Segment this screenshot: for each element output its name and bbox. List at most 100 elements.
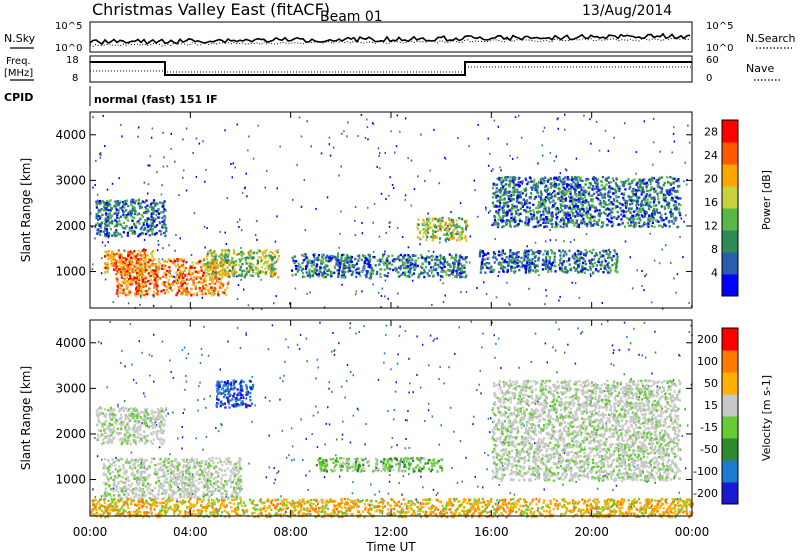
power-echo-cell bbox=[627, 195, 630, 198]
power-echo-cell bbox=[598, 209, 601, 212]
power-speckle bbox=[541, 154, 544, 157]
power-echo-cell bbox=[495, 196, 498, 199]
power-echo-cell bbox=[310, 265, 313, 268]
velocity-speckle bbox=[419, 386, 422, 389]
velocity-speckle bbox=[615, 484, 618, 487]
power-echo-cell bbox=[447, 269, 451, 272]
power-echo-cell bbox=[122, 213, 125, 217]
velocity-speckle bbox=[109, 321, 111, 323]
power-echo-cell bbox=[671, 212, 674, 215]
power-echo-cell bbox=[581, 268, 584, 271]
power-echo-cell bbox=[545, 217, 548, 221]
power-echo-cell bbox=[632, 221, 635, 224]
power-echo-cell bbox=[560, 191, 564, 194]
power-echo-cell bbox=[365, 257, 368, 260]
velocity-speckle bbox=[563, 452, 566, 454]
power-echo-cell bbox=[556, 223, 560, 226]
power-echo-cell bbox=[588, 206, 592, 210]
power-echo-cell bbox=[548, 261, 551, 265]
power-echo-cell bbox=[551, 213, 554, 217]
power-echo-cell bbox=[105, 233, 108, 236]
power-speckle bbox=[370, 277, 372, 280]
power-echo-cell bbox=[134, 268, 137, 272]
power-echo-cell bbox=[533, 256, 537, 259]
power-echo-cell bbox=[539, 205, 542, 209]
power-echo-cell bbox=[572, 214, 575, 217]
power-echo-cell bbox=[163, 221, 166, 224]
power-echo-cell bbox=[117, 211, 120, 215]
power-echo-cell bbox=[122, 292, 125, 295]
velocity-speckle bbox=[183, 346, 186, 349]
power-echo-cell bbox=[223, 254, 226, 257]
power-speckle bbox=[645, 273, 648, 276]
power-echo-cell bbox=[529, 195, 532, 199]
power-echo-cell bbox=[607, 271, 610, 274]
power-echo-cell bbox=[500, 265, 504, 268]
power-echo-cell bbox=[231, 265, 234, 268]
power-echo-cell bbox=[372, 255, 375, 259]
power-echo-cell bbox=[527, 210, 530, 214]
velocity-speckle bbox=[387, 410, 389, 413]
power-echo-cell bbox=[660, 191, 663, 195]
power-echo-cell bbox=[152, 210, 155, 213]
power-speckle bbox=[499, 166, 501, 169]
power-echo-cell bbox=[336, 254, 340, 257]
power-echo-cell bbox=[610, 214, 613, 218]
power-echo-cell bbox=[577, 249, 580, 253]
power-echo-cell bbox=[539, 218, 542, 221]
power-echo-cell bbox=[149, 227, 152, 231]
power-echo-cell bbox=[125, 202, 128, 205]
power-echo-cell bbox=[571, 221, 574, 224]
power-echo-cell bbox=[531, 258, 534, 261]
power-echo-cell bbox=[128, 229, 131, 232]
power-echo-cell bbox=[265, 249, 268, 252]
power-echo-cell bbox=[642, 182, 645, 185]
velocity-speckle bbox=[155, 424, 158, 427]
power-echo-cell bbox=[156, 281, 159, 284]
power-echo-cell bbox=[559, 261, 562, 265]
power-echo-cell bbox=[439, 227, 442, 230]
power-echo-cell bbox=[501, 194, 504, 197]
power-echo-cell bbox=[565, 253, 568, 256]
power-echo-cell bbox=[110, 257, 113, 260]
power-echo-cell bbox=[537, 195, 540, 198]
power-echo-cell bbox=[161, 267, 164, 270]
power-echo-cell bbox=[539, 215, 542, 219]
power-echo-cell bbox=[271, 265, 274, 268]
power-echo-cell bbox=[567, 188, 570, 191]
velocity-speckle bbox=[319, 321, 321, 324]
velocity-speckle bbox=[427, 409, 430, 412]
power-echo-cell bbox=[134, 258, 137, 261]
power-echo-cell bbox=[491, 268, 494, 271]
power-echo-cell bbox=[594, 210, 597, 213]
velocity-speckle bbox=[370, 483, 372, 486]
power-echo-cell bbox=[108, 224, 111, 227]
power-speckle bbox=[407, 157, 409, 160]
power-echo-cell bbox=[305, 271, 308, 274]
power-speckle bbox=[338, 174, 340, 177]
power-echo-cell bbox=[344, 271, 347, 274]
power-echo-cell bbox=[432, 229, 435, 232]
power-echo-cell bbox=[617, 223, 621, 226]
velocity-speckle bbox=[305, 337, 308, 340]
velocity-speckle bbox=[486, 468, 488, 471]
velocity-speckle bbox=[400, 503, 403, 505]
velocity-speckle bbox=[268, 434, 270, 437]
power-echo-cell bbox=[524, 187, 527, 190]
power-echo-cell bbox=[138, 268, 142, 271]
power-echo-cell bbox=[524, 221, 527, 225]
power-speckle bbox=[232, 162, 234, 165]
power-speckle bbox=[494, 253, 496, 255]
power-echo-cell bbox=[452, 266, 455, 269]
power-echo-cell bbox=[397, 256, 400, 260]
power-speckle bbox=[495, 296, 498, 299]
power-echo-cell bbox=[127, 250, 130, 254]
power-echo-cell bbox=[579, 256, 582, 259]
velocity-speckle bbox=[277, 470, 280, 473]
power-echo-cell bbox=[128, 253, 131, 256]
power-echo-cell bbox=[512, 251, 515, 255]
power-speckle bbox=[670, 261, 672, 264]
power-echo-cell bbox=[636, 182, 639, 185]
power-echo-cell bbox=[599, 267, 602, 270]
velocity-speckle bbox=[414, 470, 416, 473]
